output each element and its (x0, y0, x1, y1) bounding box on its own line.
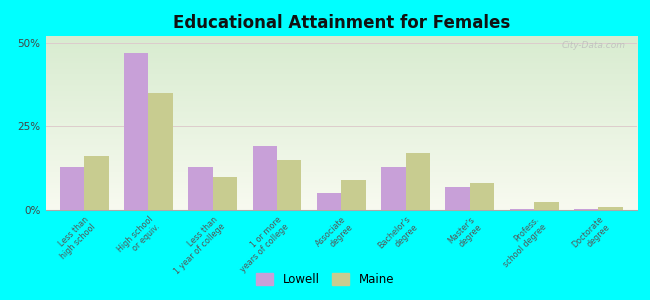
Bar (406, 153, 430, 210)
Bar (148, 93, 173, 210)
Bar (599, 207, 623, 210)
Bar (253, 146, 277, 210)
Bar (534, 202, 558, 210)
Bar (341, 180, 366, 210)
Bar (213, 176, 237, 210)
Bar (317, 193, 341, 210)
Bar (277, 160, 302, 210)
Title: Educational Attainment for Females: Educational Attainment for Females (173, 14, 510, 32)
Bar (445, 187, 470, 210)
Bar (574, 209, 599, 210)
Bar (510, 209, 534, 210)
Legend: Lowell, Maine: Lowell, Maine (251, 268, 399, 291)
Bar (188, 167, 213, 210)
Bar (124, 53, 148, 210)
Bar (84, 157, 109, 210)
Text: City-Data.com: City-Data.com (561, 41, 625, 50)
Bar (60, 167, 84, 210)
Bar (381, 167, 406, 210)
Bar (470, 183, 494, 210)
